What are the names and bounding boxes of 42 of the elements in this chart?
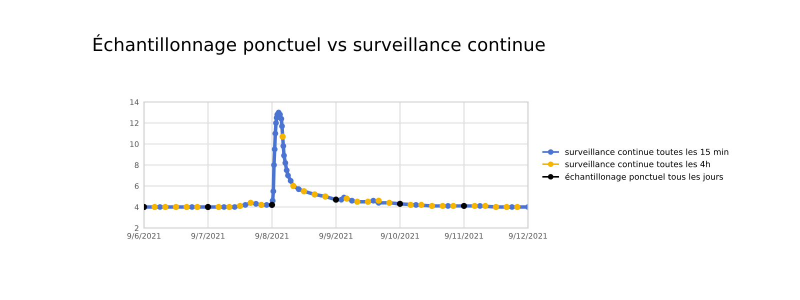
chart-title: Échantillonnage ponctuel vs surveillance continue [94, 34, 545, 55]
point [450, 202, 456, 210]
point [152, 204, 158, 210]
point [184, 204, 190, 210]
point [408, 202, 414, 208]
point [418, 202, 424, 208]
point [226, 204, 232, 210]
point [232, 204, 238, 210]
point [242, 202, 248, 208]
point [440, 202, 446, 210]
point [296, 186, 302, 192]
point [472, 202, 478, 210]
point [445, 203, 451, 209]
point [221, 204, 227, 210]
point [253, 200, 259, 207]
legend-label: surveillance continue toutes les 15 min [565, 148, 728, 156]
point [272, 130, 278, 136]
point [194, 204, 200, 210]
point [270, 188, 276, 194]
point [279, 123, 285, 130]
point [509, 204, 515, 210]
point [271, 162, 277, 168]
point [278, 116, 284, 122]
point [482, 202, 488, 210]
point [514, 204, 520, 210]
point [282, 160, 288, 166]
point [349, 198, 355, 204]
point [273, 120, 279, 126]
point [504, 204, 510, 210]
point [284, 167, 290, 174]
point [189, 204, 195, 210]
point [288, 178, 294, 184]
point [281, 152, 287, 158]
point [413, 202, 419, 208]
point [216, 204, 222, 210]
point [370, 198, 376, 204]
legend-label: échantillonage ponctuel tous les jours [565, 173, 724, 182]
legend-label: surveillance continue toutes les 4h [565, 160, 710, 168]
point [477, 203, 483, 209]
point [162, 204, 168, 210]
point [285, 172, 291, 178]
point [157, 204, 163, 210]
